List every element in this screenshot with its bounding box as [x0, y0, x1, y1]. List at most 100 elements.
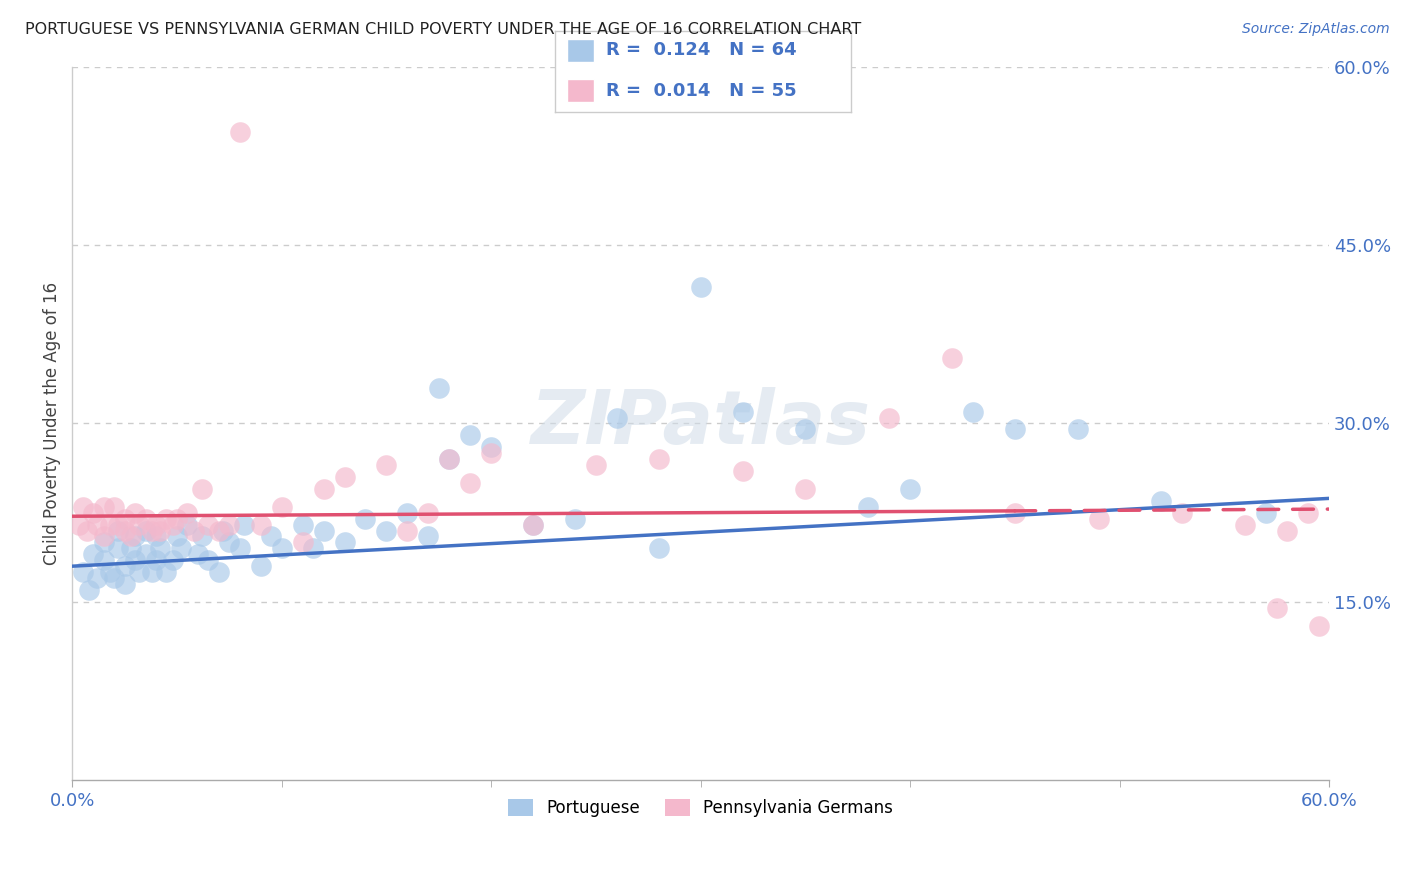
Text: ZIPatlas: ZIPatlas: [530, 387, 870, 460]
Point: [689, 279, 711, 293]
Point: [333, 470, 356, 484]
Point: [312, 524, 335, 538]
Point: [941, 351, 963, 365]
Point: [731, 464, 754, 478]
Point: [229, 125, 252, 139]
Point: [354, 511, 377, 525]
Point: [191, 482, 214, 496]
Point: [120, 541, 142, 556]
Point: [233, 517, 256, 532]
Point: [197, 517, 219, 532]
Point: [107, 524, 129, 538]
Point: [856, 500, 879, 514]
Point: [564, 511, 586, 525]
Point: [260, 529, 283, 543]
Point: [208, 565, 231, 579]
Point: [86, 571, 108, 585]
Point: [93, 529, 115, 543]
Point: [114, 511, 136, 525]
Point: [103, 500, 125, 514]
Point: [114, 559, 136, 574]
Point: [648, 541, 671, 556]
Point: [72, 565, 94, 579]
Point: [1066, 422, 1088, 436]
Text: R =  0.014   N = 55: R = 0.014 N = 55: [606, 82, 796, 100]
Point: [522, 517, 544, 532]
Point: [170, 541, 193, 556]
Text: PORTUGUESE VS PENNSYLVANIA GERMAN CHILD POVERTY UNDER THE AGE OF 16 CORRELATION : PORTUGUESE VS PENNSYLVANIA GERMAN CHILD …: [25, 22, 862, 37]
Point: [333, 535, 356, 549]
Point: [1256, 506, 1278, 520]
Point: [648, 452, 671, 467]
Point: [149, 524, 172, 538]
Point: [162, 553, 184, 567]
Point: [176, 517, 198, 532]
Point: [155, 565, 177, 579]
Point: [155, 511, 177, 525]
Point: [1234, 517, 1257, 532]
Point: [1171, 506, 1194, 520]
Point: [166, 511, 188, 525]
Point: [124, 506, 146, 520]
Point: [114, 577, 136, 591]
Point: [162, 517, 184, 532]
Point: [1004, 422, 1026, 436]
Point: [93, 535, 115, 549]
Point: [98, 517, 121, 532]
Point: [396, 506, 419, 520]
Point: [218, 517, 240, 532]
Point: [103, 571, 125, 585]
Point: [77, 582, 100, 597]
Point: [302, 541, 325, 556]
Point: [877, 410, 900, 425]
Point: [396, 524, 419, 538]
Point: [427, 381, 450, 395]
Point: [479, 440, 502, 454]
Point: [197, 553, 219, 567]
Point: [1275, 524, 1298, 538]
Point: [128, 517, 150, 532]
Point: [1150, 493, 1173, 508]
Point: [439, 452, 461, 467]
Point: [522, 517, 544, 532]
Point: [86, 517, 108, 532]
Point: [249, 517, 271, 532]
Point: [212, 524, 235, 538]
Y-axis label: Child Poverty Under the Age of 16: Child Poverty Under the Age of 16: [44, 282, 60, 565]
Point: [128, 565, 150, 579]
Point: [124, 553, 146, 567]
Point: [794, 422, 817, 436]
Point: [82, 506, 104, 520]
Point: [375, 458, 398, 472]
Point: [291, 535, 314, 549]
Point: [141, 524, 163, 538]
Point: [270, 541, 292, 556]
Point: [72, 500, 94, 514]
Point: [249, 559, 271, 574]
Point: [1308, 618, 1330, 632]
Point: [149, 541, 172, 556]
Point: [794, 482, 817, 496]
Point: [1087, 511, 1109, 525]
Point: [120, 529, 142, 543]
Point: [229, 541, 252, 556]
Point: [731, 404, 754, 418]
Point: [107, 517, 129, 532]
Point: [183, 524, 205, 538]
Point: [606, 410, 628, 425]
Point: [98, 565, 121, 579]
Point: [479, 446, 502, 460]
Point: [135, 524, 157, 538]
Text: Source: ZipAtlas.com: Source: ZipAtlas.com: [1241, 22, 1389, 37]
Point: [1296, 506, 1319, 520]
Point: [93, 553, 115, 567]
Point: [141, 565, 163, 579]
Point: [418, 506, 440, 520]
Point: [218, 535, 240, 549]
Point: [1004, 506, 1026, 520]
Point: [145, 529, 167, 543]
Bar: [567, 39, 593, 62]
Legend: Portuguese, Pennsylvania Germans: Portuguese, Pennsylvania Germans: [499, 790, 901, 825]
Point: [270, 500, 292, 514]
Point: [107, 541, 129, 556]
